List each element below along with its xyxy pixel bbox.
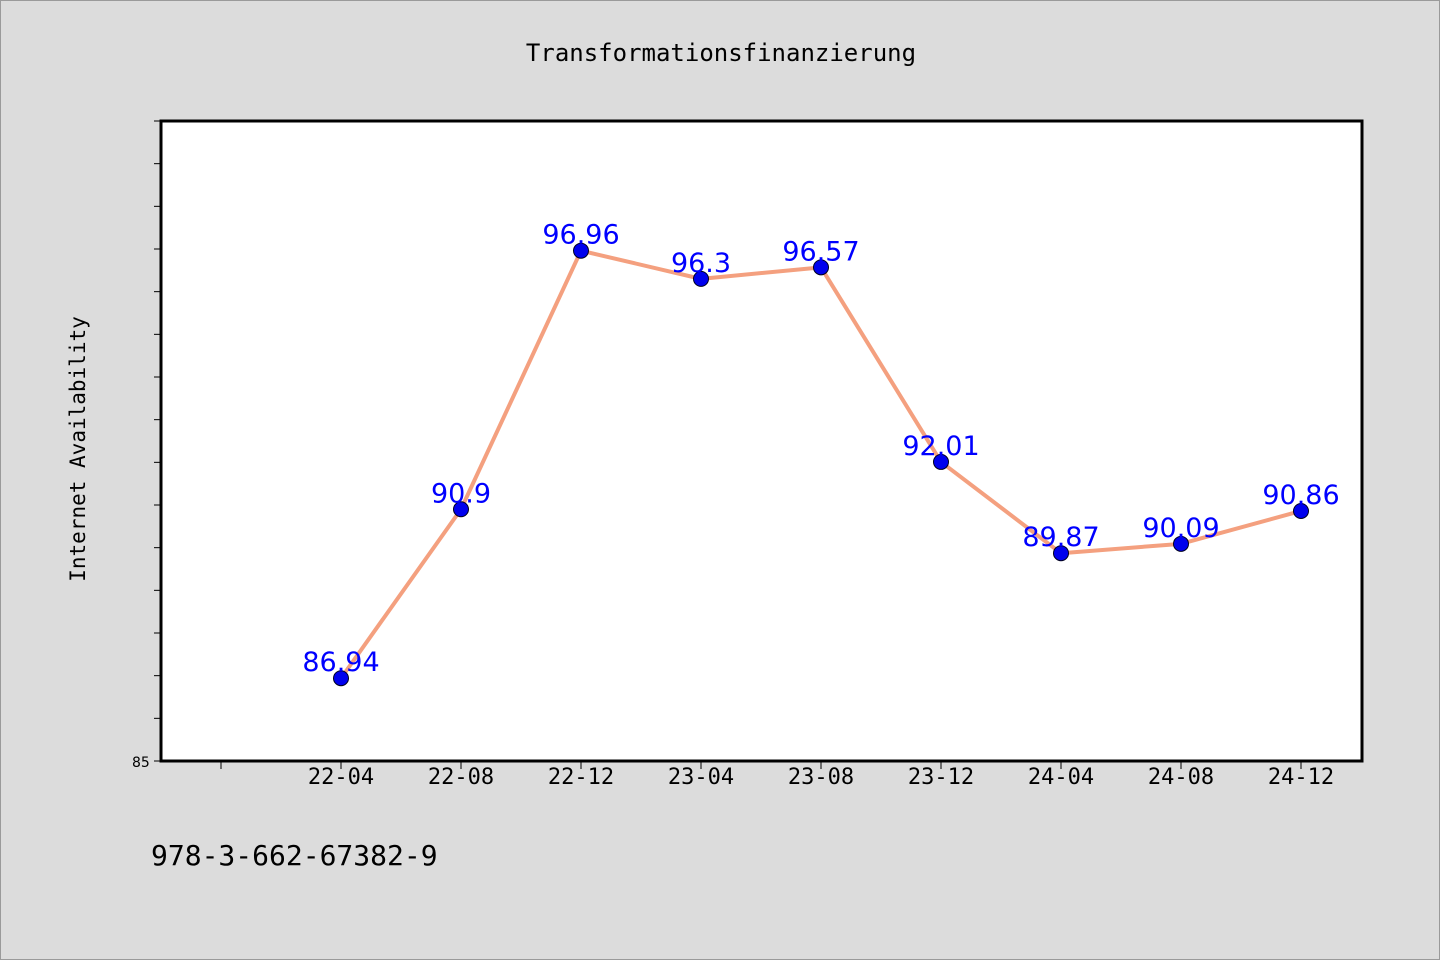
x-tick-label: 24-04 <box>1028 765 1094 790</box>
data-point <box>1173 535 1189 552</box>
x-tick-label: 22-12 <box>548 765 614 790</box>
data-point <box>453 501 469 518</box>
data-point <box>933 453 949 470</box>
data-point <box>813 259 829 276</box>
x-tick-label: 23-04 <box>668 765 734 790</box>
data-label: 96.57 <box>782 236 859 267</box>
data-label: 90.09 <box>1142 513 1219 544</box>
x-tick-label: 22-08 <box>428 765 494 790</box>
data-point <box>693 270 709 287</box>
data-label: 89.87 <box>1022 522 1099 553</box>
data-label: 92.01 <box>902 431 979 462</box>
data-label: 90.9 <box>431 478 491 509</box>
data-point <box>1293 502 1309 519</box>
x-tick-label: 24-12 <box>1268 765 1334 790</box>
y-tick-label: 85 <box>132 755 150 771</box>
x-tick-label: 23-12 <box>908 765 974 790</box>
data-point <box>333 670 349 687</box>
x-tick-label: 23-08 <box>788 765 854 790</box>
chart-title: Transformationsfinanzierung <box>526 39 916 67</box>
footer-isbn: 978-3-662-67382-9 <box>151 839 438 872</box>
x-tick-label: 24-08 <box>1148 765 1214 790</box>
plot-area <box>159 119 1364 763</box>
data-label: 90.86 <box>1262 480 1339 511</box>
y-axis-ticks <box>154 120 161 762</box>
data-point <box>573 242 589 259</box>
data-label: 96.3 <box>671 248 731 279</box>
x-tick-label: 22-04 <box>308 765 374 790</box>
data-label: 86.94 <box>302 647 379 678</box>
y-axis-label: Internet Availability <box>66 316 90 582</box>
series-line-group: 86.94 90.9 96.96 96.3 96.57 92.01 89.87 90.09 90… <box>302 220 1340 687</box>
data-point <box>1053 545 1069 562</box>
data-label: 96.96 <box>542 220 619 251</box>
x-axis-ticks: 22-04 22-08 22-12 23-04 23-08 23-12 24-04 24-08… <box>220 761 1334 790</box>
